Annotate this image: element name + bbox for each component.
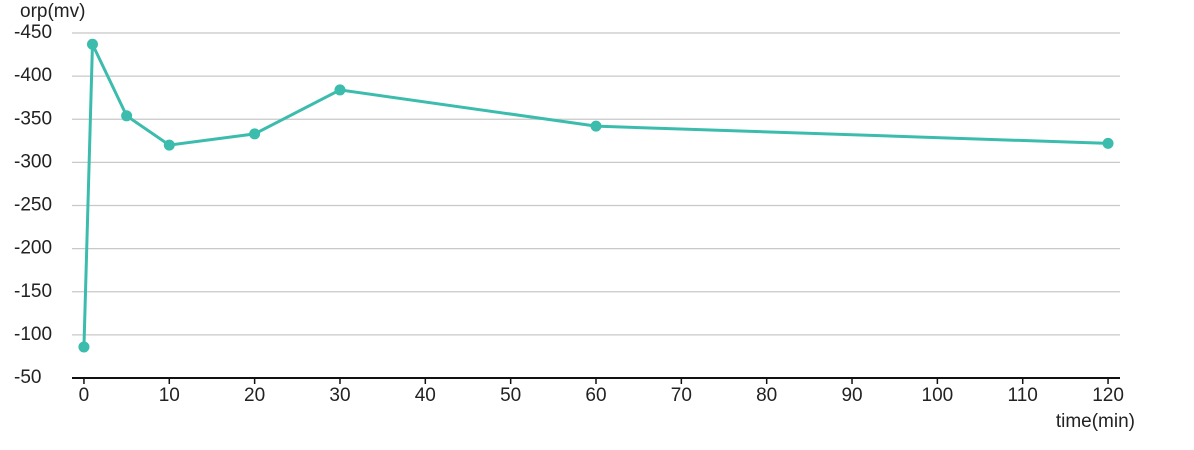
data-point: [590, 120, 602, 132]
data-point: [78, 341, 90, 353]
x-tick-label: 30: [329, 385, 350, 406]
data-point: [86, 38, 98, 50]
data-point: [121, 110, 133, 122]
data-point: [163, 139, 175, 151]
x-tick-label: 90: [841, 385, 862, 406]
x-tick-label: 0: [79, 385, 90, 406]
x-tick-label: 40: [415, 385, 436, 406]
y-tick-label: -350: [14, 108, 52, 129]
y-tick-label: -150: [14, 281, 52, 302]
x-tick-label: 70: [671, 385, 692, 406]
data-point: [1102, 137, 1114, 149]
x-tick-label: 50: [500, 385, 521, 406]
x-tick-label: 100: [922, 385, 954, 406]
x-tick-label: 120: [1092, 385, 1124, 406]
y-tick-label: -100: [14, 324, 52, 345]
y-tick-label: -450: [14, 22, 52, 43]
y-tick-label: -50: [14, 367, 41, 388]
y-tick-label: -300: [14, 151, 52, 172]
x-tick-label: 10: [159, 385, 180, 406]
data-point: [334, 84, 346, 96]
y-tick-label: -400: [14, 65, 52, 86]
y-axis-label: orp(mv): [20, 1, 85, 22]
data-line: [82, 43, 1109, 347]
x-tick-label: 80: [756, 385, 777, 406]
x-axis-label: time(min): [1056, 411, 1135, 432]
x-tick-label: 110: [1008, 385, 1038, 406]
y-tick-label: -250: [14, 195, 52, 216]
data-point: [249, 128, 261, 140]
x-tick-label: 60: [585, 385, 606, 406]
x-tick-label: 20: [244, 385, 265, 406]
y-tick-label: -200: [14, 238, 52, 259]
